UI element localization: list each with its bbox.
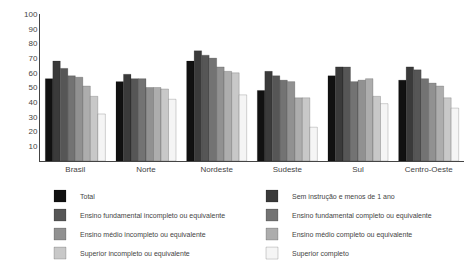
svg-text:Nordeste: Nordeste	[200, 165, 233, 174]
svg-text:20: 20	[28, 127, 37, 136]
svg-text:Ensino fundamental completo ou: Ensino fundamental completo ou equivalen…	[292, 212, 432, 220]
svg-text:Norte: Norte	[136, 165, 156, 174]
svg-text:Superior completo: Superior completo	[292, 250, 349, 258]
svg-text:80: 80	[28, 39, 37, 48]
svg-text:Ensino médio completo ou equiv: Ensino médio completo ou equivalente	[292, 231, 412, 239]
svg-text:90: 90	[28, 25, 37, 34]
svg-text:Sudeste: Sudeste	[273, 165, 303, 174]
svg-text:Ensino médio incompleto ou equ: Ensino médio incompleto ou equivalente	[80, 231, 206, 239]
svg-text:100: 100	[24, 10, 38, 19]
svg-text:Centro-Oeste: Centro-Oeste	[405, 165, 454, 174]
svg-text:50: 50	[28, 83, 37, 92]
svg-text:Sul: Sul	[352, 165, 364, 174]
svg-text:Brasil: Brasil	[65, 165, 85, 174]
svg-text:30: 30	[28, 113, 37, 122]
svg-text:Sem instrução e menos de 1 ano: Sem instrução e menos de 1 ano	[292, 193, 395, 201]
svg-text:40: 40	[28, 98, 37, 107]
svg-text:Ensino fundamental incompleto: Ensino fundamental incompleto ou equival…	[80, 212, 225, 220]
svg-text:Total: Total	[80, 193, 95, 200]
svg-text:10: 10	[28, 142, 37, 151]
svg-text:60: 60	[28, 69, 37, 78]
svg-text:70: 70	[28, 54, 37, 63]
svg-text:Superior incompleto ou equival: Superior incompleto ou equivalente	[80, 250, 190, 258]
